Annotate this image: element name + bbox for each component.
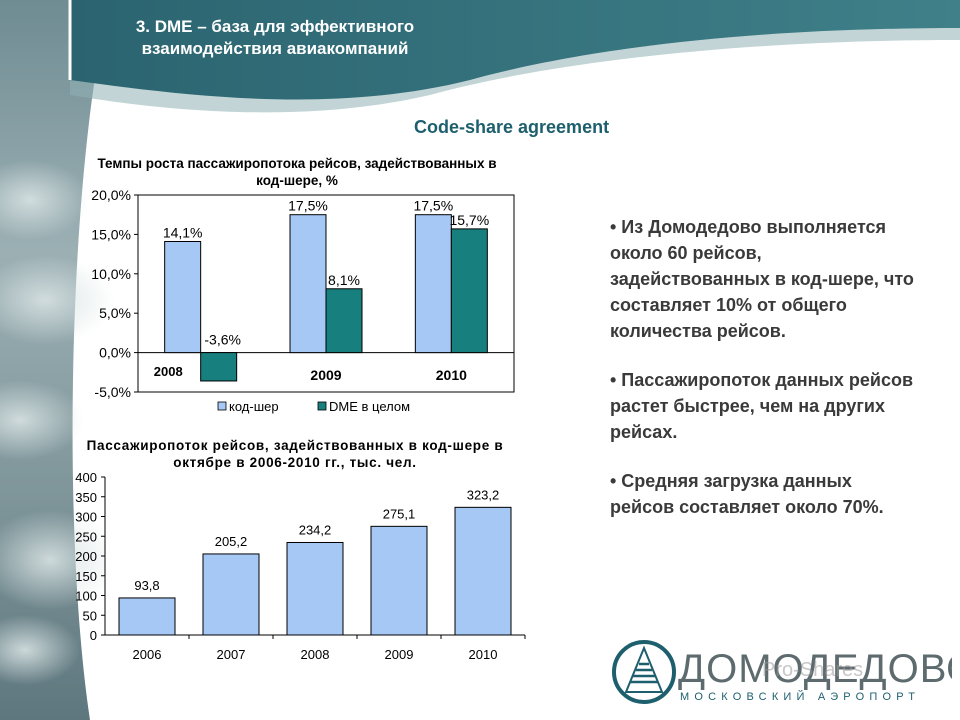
data-label: 323,2 [467,487,500,502]
bar [325,288,363,354]
data-label: 8,1% [328,272,360,288]
y-tick-label: 50 [83,608,97,623]
bullet-list: • Из Домодедово выполняется около 60 рей… [610,214,920,543]
bar [289,214,327,354]
category-label: 2009 [310,367,341,383]
y-tick-label: 15,0% [91,226,131,242]
logo-tagline: МОСКОВСКИЙ АЭРОПОРТ [680,690,920,703]
category-label: 2007 [217,647,246,662]
y-tick-label: 300 [75,510,97,525]
y-tick-label: 200 [75,549,97,564]
category-label: 2008 [301,647,330,662]
legend-label: DME в целом [329,399,410,414]
bar [450,228,488,354]
category-label: 2010 [469,647,498,662]
data-label: 93,8 [134,578,159,593]
y-tick-label: -5,0% [94,384,131,400]
bar [164,240,202,354]
y-tick-label: 20,0% [91,190,131,203]
y-tick-label: 10,0% [91,266,131,282]
bullet-item: • Пассажиропоток данных рейсов растет бы… [610,370,914,442]
legend-swatch [217,401,227,411]
y-tick-label: 100 [75,589,97,604]
data-label: 234,2 [299,522,332,537]
passenger-traffic-chart: 400 350 300 250 200 150 100 50 0 93,8 2006 205,2 20… [75,470,526,662]
chart-2-title: Пассажиропоток рейсов, задействованных в… [86,438,504,470]
data-label: 205,2 [215,534,248,549]
bar [118,597,176,636]
category-label: 2010 [436,367,467,383]
bar [370,525,428,636]
bar [286,541,344,636]
y-tick-label: 5,0% [99,305,131,321]
category-label: 2008 [154,364,183,379]
category-label: 2006 [133,647,162,662]
bar [200,352,238,382]
bar [202,553,260,636]
y-tick-label: 350 [75,490,97,505]
watermark: Pro-Shares [762,659,863,681]
bar [414,214,452,354]
y-tick-label: 0,0% [99,345,131,361]
bullet-item: • Из Домодедово выполняется около 60 рей… [610,217,914,341]
y-tick-label: 250 [75,529,97,544]
category-label: 2009 [385,647,414,662]
data-label: 17,5% [413,198,453,214]
y-tick-label: 400 [75,470,97,485]
chart-1-title: Темпы роста пассажиропотока рейсов, заде… [97,156,497,188]
data-label: 15,7% [449,212,489,228]
growth-rate-chart: 20,0% 15,0% 10,0% 5,0% 0,0% -5,0% 14,1% -3,6% 2… [91,190,515,414]
bullet-item: • Средняя загрузка данных рейсов составл… [610,471,884,517]
data-label: 14,1% [163,224,203,240]
y-tick-label: 150 [75,569,97,584]
slide-title: 3. DME – база для эффективного взаимодей… [135,17,415,58]
data-label: 275,1 [383,506,416,521]
y-tick-label: 0 [90,628,97,643]
legend-label: код-шер [229,399,279,414]
data-label: 17,5% [288,198,328,214]
bar [454,506,512,636]
domodedovo-logo: ДОМОДЕДОВО МОСКОВСКИЙ АЭРОПОРТ Pro-Share… [612,640,952,704]
slide-subtitle: Code-share agreement [414,117,610,137]
data-label: -3,6% [204,332,241,348]
legend-swatch [317,401,327,411]
logo-wordmark: ДОМОДЕДОВО [678,647,952,691]
